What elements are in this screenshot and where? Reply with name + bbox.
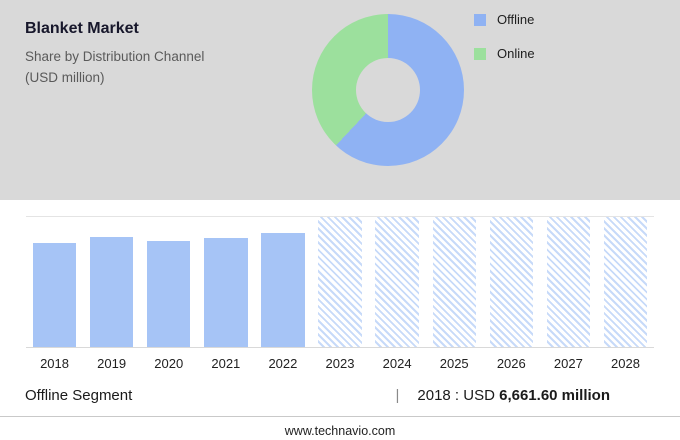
chart-column: 2020: [140, 217, 198, 371]
stat-2018: 2018 : USD 6,661.60 million: [417, 387, 610, 404]
chart-column: 2019: [83, 217, 141, 371]
forecast-hatched-bar: [603, 217, 648, 347]
website-url: www.technavio.com: [284, 424, 396, 438]
bar: [204, 238, 248, 347]
x-axis-label: 2022: [268, 356, 298, 371]
separator: |: [395, 387, 400, 404]
forecast-hatched-bar: [318, 217, 362, 347]
online-color-swatch: [474, 47, 486, 60]
chart-column: 2018: [26, 217, 84, 371]
footer: www.technavio.com: [0, 416, 680, 440]
x-axis-label: 2023: [325, 356, 355, 371]
forecast-hatched-bar: [432, 217, 476, 347]
segment-label: Offline Segment: [25, 387, 133, 404]
x-axis-label: 2026: [496, 356, 526, 371]
forecast-hatched-bar: [546, 217, 591, 347]
chart-column: 2024: [368, 217, 426, 371]
chart-column: 2023: [311, 217, 369, 371]
header-section: Blanket Market Share by Distribution Cha…: [0, 0, 680, 200]
bar: [89, 237, 134, 347]
x-axis-label: 2019: [97, 356, 127, 371]
x-axis-label: 2018: [40, 356, 69, 371]
bar: [147, 241, 191, 347]
page-title: Blanket Market: [25, 20, 139, 37]
bar: [32, 243, 77, 347]
x-axis-label: 2024: [382, 356, 412, 371]
forecast-hatched-bar: [375, 217, 419, 347]
subtitle-line-1: Share by Distribution Channel: [25, 49, 205, 64]
chart-legend: Offline Online: [474, 12, 535, 80]
bar: [261, 233, 305, 347]
title-block: Blanket Market Share by Distribution Cha…: [25, 20, 204, 89]
stat-value: 6,661.60 million: [499, 387, 610, 404]
page-subtitle: Share by Distribution Channel (USD milli…: [25, 47, 204, 89]
x-axis-label: 2021: [211, 356, 241, 371]
bar-chart: 2018 2019 2020 2021 2022 2023 2024 2025 2026 2027…: [26, 216, 655, 371]
offline-color-swatch: [474, 13, 486, 26]
legend-item-online: Online: [474, 46, 535, 61]
chart-column: 2027: [539, 217, 597, 371]
donut-chart: [312, 14, 464, 166]
x-axis-label: 2025: [439, 356, 469, 371]
bar-chart-section: 2018 2019 2020 2021 2022 2023 2024 2025 2026 2027…: [0, 200, 680, 440]
chart-column: 2021: [197, 217, 255, 371]
chart-column: 2022: [254, 217, 312, 371]
stat-prefix: 2018 : USD: [417, 387, 500, 404]
x-axis-label: 2020: [154, 356, 184, 371]
x-axis-label: 2028: [611, 356, 640, 371]
info-bar: Offline Segment | 2018 : USD 6,661.60 mi…: [25, 387, 610, 404]
legend-label: Online: [497, 46, 535, 61]
subtitle-line-2: (USD million): [25, 69, 105, 85]
legend-label: Offline: [497, 12, 535, 27]
x-axis-label: 2027: [553, 356, 583, 371]
legend-item-offline: Offline: [474, 12, 535, 27]
donut-hole: [356, 58, 420, 122]
forecast-hatched-bar: [489, 217, 533, 347]
chart-column: 2025: [425, 217, 483, 371]
chart-column: 2028: [596, 217, 655, 371]
chart-column: 2026: [482, 217, 540, 371]
